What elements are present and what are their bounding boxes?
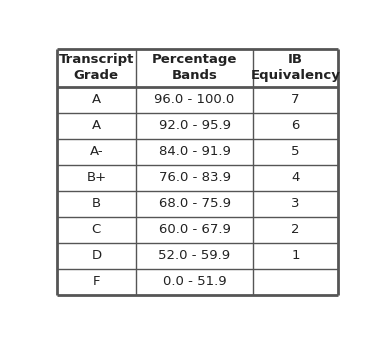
Text: F: F (92, 275, 100, 288)
Bar (136, 191, 253, 217)
Bar (57, 165, 136, 191)
Bar (57, 139, 136, 165)
Text: 7: 7 (291, 93, 300, 106)
Text: 5: 5 (291, 145, 300, 158)
Text: 68.0 - 75.9: 68.0 - 75.9 (159, 197, 231, 210)
Bar (253, 139, 338, 165)
Bar (136, 217, 253, 243)
Bar (57, 243, 136, 269)
Bar (253, 191, 338, 217)
Text: 60.0 - 67.9: 60.0 - 67.9 (159, 223, 231, 236)
Bar (136, 165, 253, 191)
Bar (253, 113, 338, 139)
Bar (136, 243, 253, 269)
Bar (253, 165, 338, 191)
Bar (57, 49, 136, 87)
Bar (136, 139, 253, 165)
Bar (136, 113, 253, 139)
Bar (253, 87, 338, 113)
Bar (57, 217, 136, 243)
Bar (57, 191, 136, 217)
Text: A-: A- (90, 145, 103, 158)
Text: 96.0 - 100.0: 96.0 - 100.0 (154, 93, 234, 106)
Text: C: C (92, 223, 101, 236)
Text: B: B (92, 197, 101, 210)
Text: D: D (91, 249, 101, 262)
Text: 52.0 - 59.9: 52.0 - 59.9 (159, 249, 231, 262)
Bar (136, 49, 253, 87)
Bar (57, 113, 136, 139)
Text: A: A (92, 93, 101, 106)
Bar (253, 243, 338, 269)
Text: B+: B+ (86, 171, 106, 184)
Text: A: A (92, 119, 101, 132)
Bar (57, 87, 136, 113)
Text: Percentage
Bands: Percentage Bands (152, 53, 237, 82)
Text: Transcript
Grade: Transcript Grade (59, 53, 134, 82)
Bar (253, 217, 338, 243)
Text: 92.0 - 95.9: 92.0 - 95.9 (159, 119, 231, 132)
Text: 76.0 - 83.9: 76.0 - 83.9 (159, 171, 231, 184)
Text: 84.0 - 91.9: 84.0 - 91.9 (159, 145, 231, 158)
Bar (136, 269, 253, 295)
Text: 0.0 - 51.9: 0.0 - 51.9 (163, 275, 226, 288)
Text: 3: 3 (291, 197, 300, 210)
Bar (253, 49, 338, 87)
Bar (57, 269, 136, 295)
Bar (253, 269, 338, 295)
Text: 6: 6 (291, 119, 300, 132)
Text: IB
Equivalency: IB Equivalency (251, 53, 340, 82)
Text: 2: 2 (291, 223, 300, 236)
Bar (136, 87, 253, 113)
Text: 4: 4 (291, 171, 300, 184)
Text: 1: 1 (291, 249, 300, 262)
